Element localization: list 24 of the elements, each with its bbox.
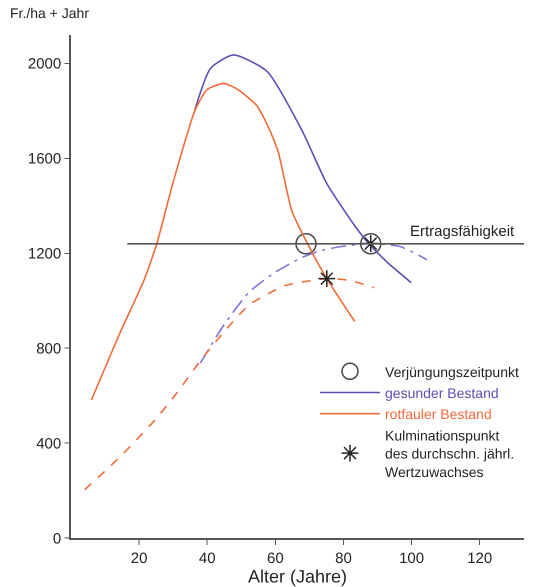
- x-tick-label: 40: [198, 550, 216, 567]
- legend-label: rotfauler Bestand: [385, 406, 492, 422]
- x-tick-label: 80: [335, 550, 352, 567]
- y-axis-title: Fr./ha + Jahr: [10, 5, 90, 21]
- x-tick-label: 60: [267, 550, 284, 567]
- legend-label: Verjüngungszeitpunkt: [385, 364, 519, 380]
- point: [295, 233, 317, 255]
- x-tick-label: 20: [130, 550, 148, 567]
- annotation: Ertragsfähigkeit: [410, 223, 516, 240]
- line-series: [84, 278, 375, 491]
- legend-label: gesunder Bestand: [385, 384, 499, 401]
- point: [318, 270, 336, 288]
- y-tick-label: 400: [36, 435, 62, 452]
- line-series: [90, 82, 356, 401]
- y-tick-label: 1600: [28, 150, 62, 168]
- y-tick-label: 2000: [28, 56, 62, 73]
- y-tick-label: 1200: [28, 246, 62, 263]
- x-tick-label: 100: [399, 550, 424, 567]
- x-axis-title: Alter (Jahre): [248, 566, 348, 587]
- y-tick-label: 0: [52, 530, 62, 548]
- y-tick-label: 800: [36, 340, 62, 358]
- x-tick-label: 120: [467, 550, 492, 567]
- line-series: [194, 54, 412, 284]
- legend-label: Kulminationspunkt des durchschn. jährl. Wertzuwachses: [385, 427, 514, 480]
